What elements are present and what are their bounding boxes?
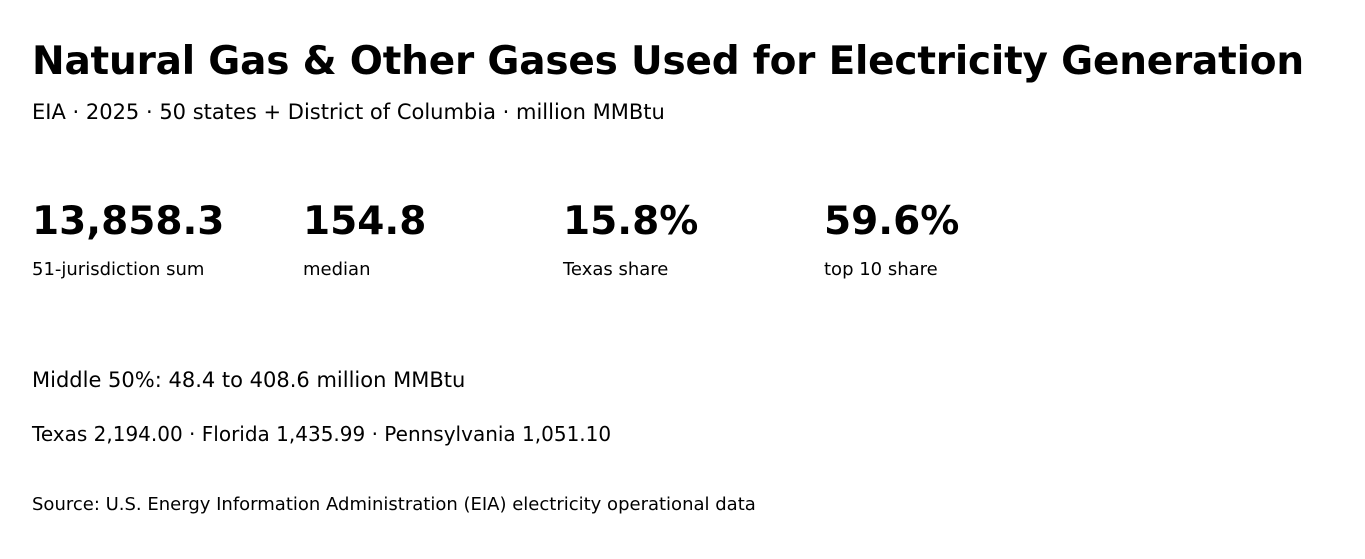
top-states-text: Texas 2,194.00 · Florida 1,435.99 · Penn… — [32, 422, 612, 446]
stat-top10-share-label: top 10 share — [824, 259, 938, 280]
stat-top10-share-value: 59.6% — [824, 199, 960, 244]
page-title: Natural Gas & Other Gases Used for Elect… — [32, 39, 1304, 84]
stat-median: 154.8 median — [303, 198, 426, 282]
middle-range-text: Middle 50%: 48.4 to 408.6 million MMBtu — [32, 368, 466, 392]
source-note: Source: U.S. Energy Information Administ… — [32, 494, 756, 515]
stat-total-label: 51-jurisdiction sum — [32, 259, 205, 280]
stat-median-label: median — [303, 259, 371, 280]
stat-texas-share-value: 15.8% — [563, 199, 699, 244]
stat-texas-share-label: Texas share — [563, 259, 669, 280]
stat-texas-share: 15.8% Texas share — [563, 198, 698, 282]
stat-median-value: 154.8 — [303, 199, 427, 244]
stat-total-value: 13,858.3 — [32, 199, 225, 244]
stat-top10-share: 59.6% top 10 share — [824, 198, 959, 282]
stat-total: 13,858.3 51-jurisdiction sum — [32, 198, 224, 282]
page-subtitle: EIA · 2025 · 50 states + District of Col… — [32, 100, 665, 124]
